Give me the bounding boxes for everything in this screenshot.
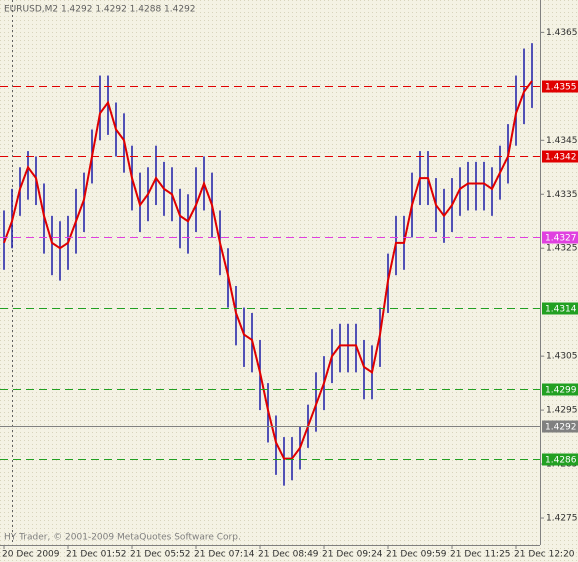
chart-title: EURUSD,M2 1.4292 1.4292 1.4288 1.4292 bbox=[4, 5, 196, 15]
y-tick-label: 1.4295 bbox=[546, 406, 578, 416]
level-label-box bbox=[542, 383, 578, 396]
level-label-box bbox=[542, 231, 578, 244]
y-tick-label: 1.4345 bbox=[546, 136, 578, 146]
x-tick-label: 21 Dec 08:49 bbox=[258, 550, 319, 560]
x-tick-label: 21 Dec 09:24 bbox=[322, 550, 383, 560]
y-tick-label: 1.4275 bbox=[546, 514, 578, 524]
level-label-box bbox=[542, 453, 578, 466]
x-tick-label: 21 Dec 07:14 bbox=[194, 550, 255, 560]
level-label: 1.4286 bbox=[545, 456, 577, 466]
x-tick-label: 21 Dec 12:20 bbox=[514, 550, 575, 560]
level-label: 1.4299 bbox=[545, 386, 577, 396]
level-label-box bbox=[542, 80, 578, 93]
level-label: 1.4314 bbox=[545, 305, 577, 315]
x-tick-label: 21 Dec 05:52 bbox=[130, 550, 191, 560]
x-tick-label: 21 Dec 09:59 bbox=[386, 550, 447, 560]
level-label: 1.4327 bbox=[545, 234, 577, 244]
y-tick-label: 1.4365 bbox=[546, 28, 578, 38]
x-tick-label: 20 Dec 2009 bbox=[2, 550, 60, 560]
copyright: HY Trader, © 2001-2009 MetaQuotes Softwa… bbox=[4, 533, 241, 543]
y-tick-label: 1.4325 bbox=[546, 244, 578, 254]
y-tick-label: 1.4335 bbox=[546, 190, 578, 200]
level-label: 1.4342 bbox=[545, 153, 577, 163]
level-label-box bbox=[542, 420, 578, 433]
level-label: 1.4292 bbox=[545, 423, 577, 433]
x-tick-label: 21 Dec 11:25 bbox=[450, 550, 511, 560]
level-label: 1.4355 bbox=[545, 83, 577, 93]
y-tick-label: 1.4305 bbox=[546, 352, 578, 362]
level-label-box bbox=[542, 302, 578, 315]
x-tick-label: 21 Dec 01:52 bbox=[66, 550, 127, 560]
level-label-box bbox=[542, 150, 578, 163]
